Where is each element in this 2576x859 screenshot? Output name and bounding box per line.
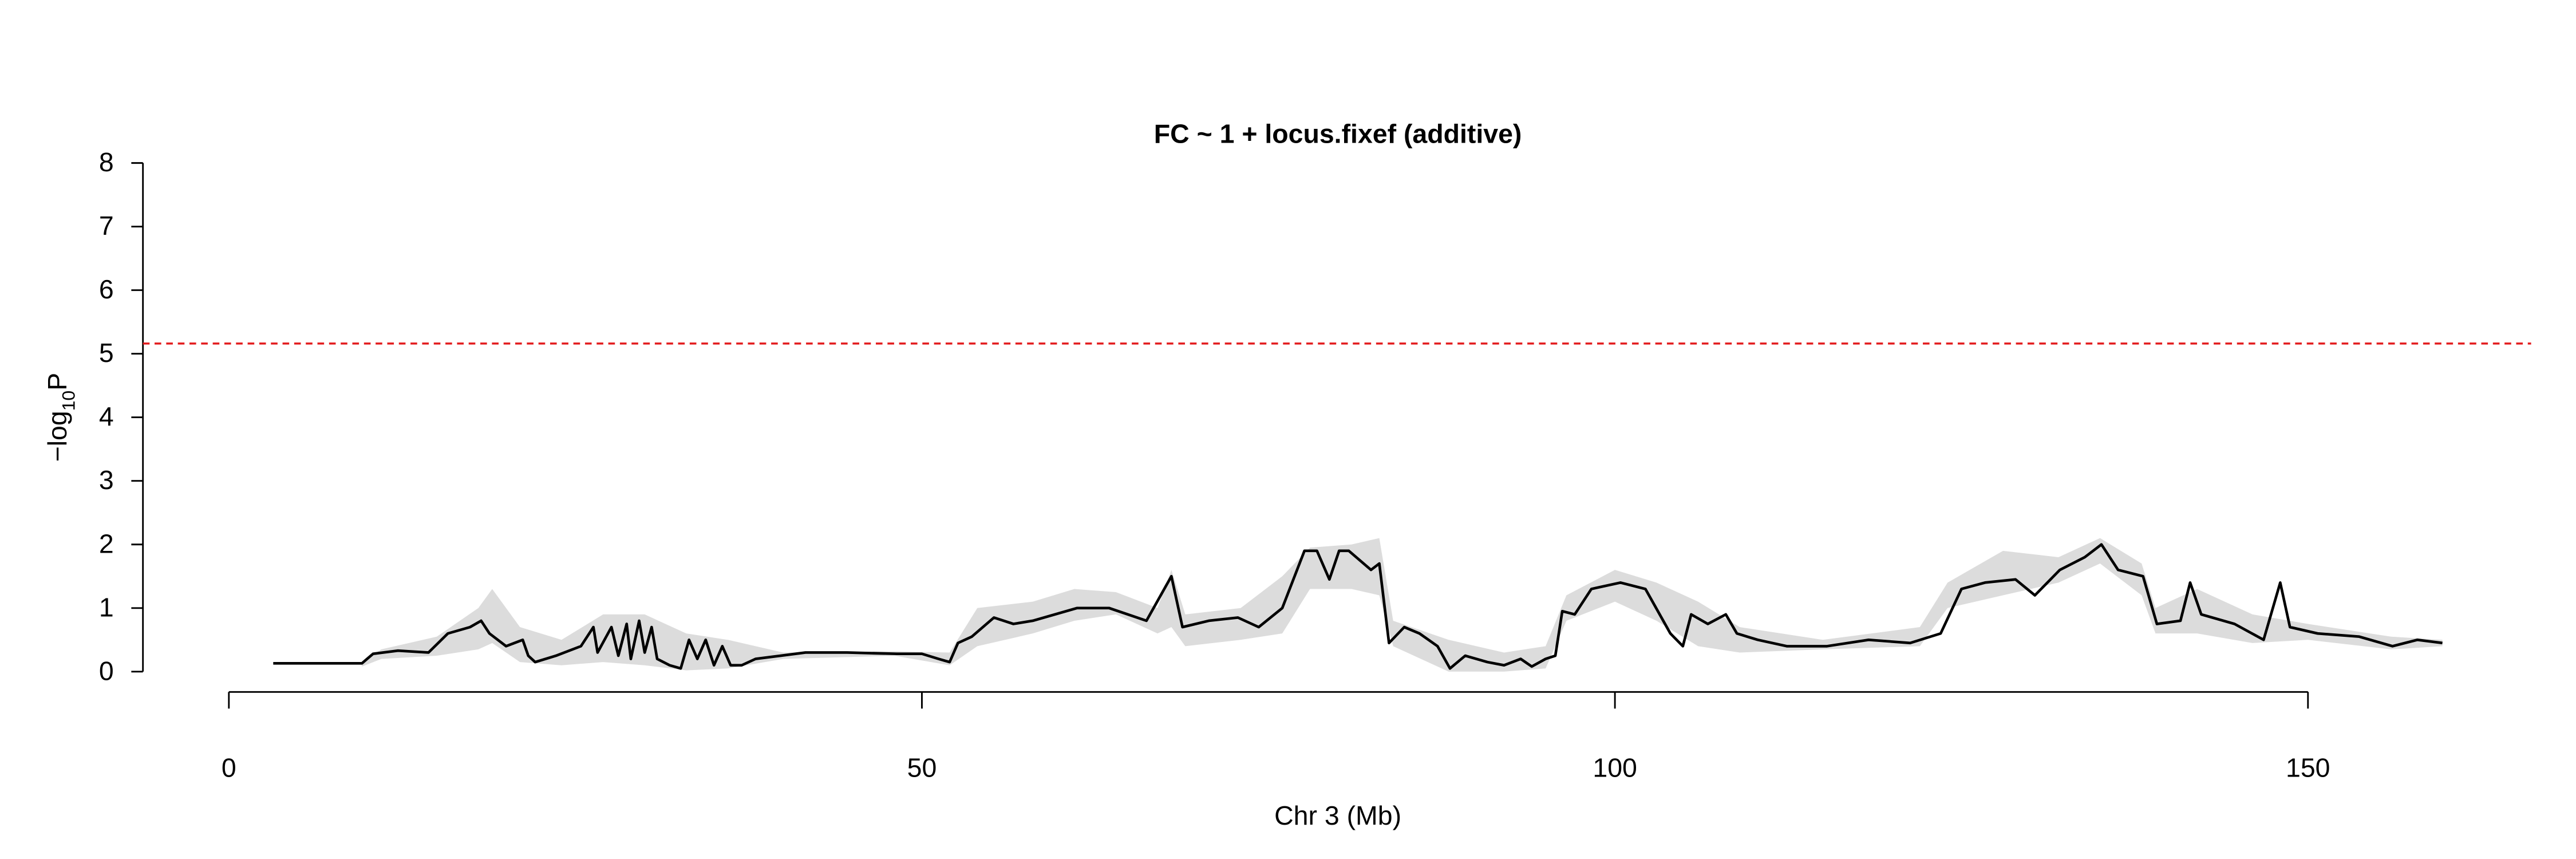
y-label-sub: 10 (58, 391, 79, 411)
chart-title: FC ~ 1 + locus.fixef (additive) (1154, 119, 1522, 149)
y-tick-label: 7 (99, 211, 114, 241)
y-tick-label: 0 (99, 656, 114, 685)
y-label-main: −log (42, 411, 72, 462)
y-tick-label: 3 (99, 465, 114, 495)
x-tick-label: 0 (222, 752, 236, 782)
y-axis-label: −log10P (42, 373, 79, 462)
y-tick-label: 5 (99, 338, 114, 368)
confidence-band (362, 538, 2443, 672)
y-tick-label: 2 (99, 529, 114, 558)
x-tick-label: 150 (2286, 752, 2330, 782)
y-tick-label: 6 (99, 274, 114, 304)
y-tick-label: 4 (99, 401, 114, 431)
y-label-end: P (42, 373, 72, 391)
y-tick-label: 8 (99, 147, 114, 177)
data-line (273, 543, 2443, 670)
x-axis-label: Chr 3 (Mb) (1274, 801, 1401, 830)
x-tick-label: 50 (907, 752, 937, 782)
y-tick-label: 1 (99, 592, 114, 622)
x-tick-label: 100 (1593, 752, 1637, 782)
